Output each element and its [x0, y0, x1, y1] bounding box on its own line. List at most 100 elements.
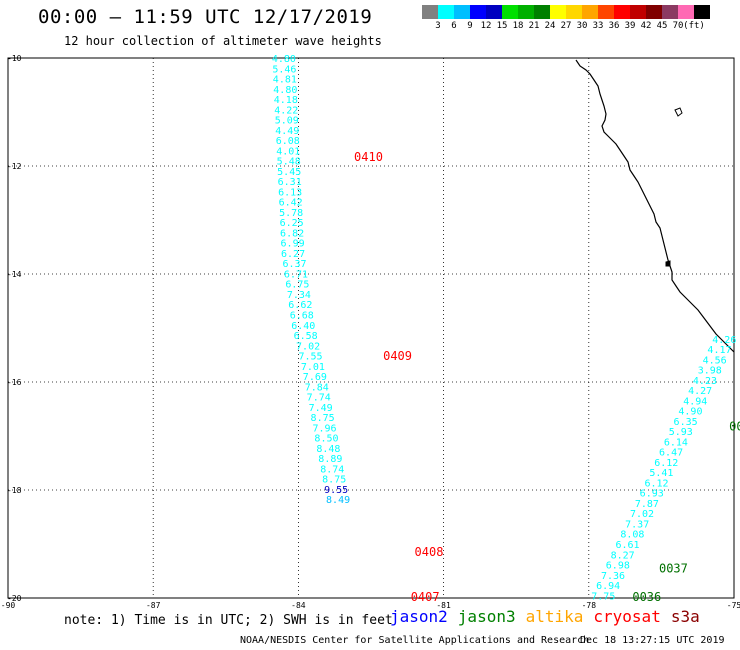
pass-time-label: 0410 [354, 150, 383, 164]
color-scale-label: 15 [496, 21, 508, 31]
wave-height-value: 7.75 [591, 591, 615, 602]
color-scale-label: 27 [560, 21, 572, 31]
color-swatch [454, 5, 470, 19]
legend-item-cryosat: cryosat [593, 607, 661, 626]
color-scale-label: 9 [467, 21, 473, 31]
wave-height-value: 4.81 [273, 75, 297, 86]
lat-tick-label: -20 [7, 594, 22, 603]
wave-height-value: 7.55 [298, 352, 322, 363]
pass-time-label: 0407 [411, 590, 440, 604]
wave-height-value: 7.87 [635, 499, 659, 510]
legend-item-jason3: jason3 [457, 607, 516, 626]
wave-height-value: 8.89 [318, 454, 342, 465]
wave-height-value: 6.40 [291, 321, 315, 332]
wave-height-value: 5.78 [279, 208, 303, 219]
wave-height-value: 6.58 [294, 331, 318, 342]
wave-height-value: 4.22 [274, 105, 298, 116]
wave-height-value: 6.99 [281, 239, 305, 250]
wave-height-value: 4.17 [707, 345, 731, 356]
pass-time-label: 0036 [729, 419, 740, 433]
color-swatch [630, 5, 646, 19]
south-america-coastline [575, 59, 735, 353]
wave-height-value: 6.37 [282, 259, 306, 270]
wave-height-value: 7.96 [312, 423, 336, 434]
wave-height-value: 7.36 [601, 571, 625, 582]
wave-height-value: 4.56 [703, 355, 727, 366]
color-swatch [598, 5, 614, 19]
color-scale-bar [422, 5, 710, 19]
lat-tick-label: -14 [7, 270, 22, 279]
color-scale-label: 30 [576, 21, 588, 31]
color-swatch [566, 5, 582, 19]
color-scale-label: 42 [640, 21, 652, 31]
note-text: note: 1) Time is in UTC; 2) SWH is in fe… [64, 613, 393, 628]
satellite-tracks: 4.805.464.814.804.184.225.094.496.084.01… [272, 54, 737, 602]
footer-credit: NOAA/NESDIS Center for Satellite Applica… [240, 635, 590, 646]
wave-height-value: 7.02 [296, 341, 320, 352]
color-swatch [646, 5, 662, 19]
wave-height-value: 6.12 [654, 458, 678, 469]
wave-height-value: 6.75 [285, 280, 309, 291]
satellite-legend: jason2 jason3 altika cryosat s3a [390, 607, 710, 626]
color-swatch [470, 5, 486, 19]
wave-height-value: 7.84 [305, 382, 329, 393]
map-axes: -90 -87 -84 -81 -78 -75 -10 -12 -14 -16 -18 -20 [1, 54, 740, 610]
lat-tick-label: -12 [7, 162, 22, 171]
wave-height-value: 6.68 [290, 311, 314, 322]
lon-tick-label: -84 [291, 601, 306, 610]
island-outline [674, 107, 683, 117]
wave-height-value: 4.90 [678, 407, 702, 418]
color-swatch [486, 5, 502, 19]
wave-height-value: 7.69 [303, 372, 327, 383]
island-outline [665, 260, 671, 267]
color-swatch [662, 5, 678, 19]
wave-height-value: 6.27 [281, 249, 305, 260]
wave-height-value: 6.12 [645, 478, 669, 489]
color-scale-label: 3 [435, 21, 441, 31]
color-scale-label: 70 [672, 21, 684, 31]
wave-height-value: 8.08 [620, 530, 644, 541]
wave-height-value: 6.93 [640, 489, 664, 500]
color-scale-label: 24 [544, 21, 556, 31]
wave-height-value: 8.75 [322, 475, 346, 486]
wave-height-value: 4.80 [273, 85, 297, 96]
wave-height-value: 6.82 [280, 228, 304, 239]
wave-height-value: 8.48 [316, 444, 340, 455]
wave-height-value: 7.34 [287, 290, 311, 301]
wave-height-value: 4.94 [683, 396, 707, 407]
color-scale-label: 18 [512, 21, 524, 31]
wave-height-value: 4.18 [274, 95, 298, 106]
wave-height-value: 7.01 [301, 362, 325, 373]
legend-item-altika: altika [525, 607, 584, 626]
color-swatch [438, 5, 454, 19]
color-swatch [678, 5, 694, 19]
lon-tick-label: -87 [146, 601, 161, 610]
wave-height-value: 6.47 [659, 448, 683, 459]
wave-height-value: 4.27 [688, 386, 712, 397]
wave-height-value: 8.50 [314, 434, 338, 445]
wave-height-value: 6.35 [674, 417, 698, 428]
page-subtitle: 12 hour collection of altimeter wave hei… [64, 34, 382, 48]
wave-height-value: 7.74 [307, 393, 331, 404]
wave-height-value: 4.49 [275, 126, 299, 137]
color-swatch [518, 5, 534, 19]
color-scale-label: (ft) [683, 21, 705, 31]
wave-height-value: 6.94 [596, 581, 620, 592]
legend-item-s3a: s3a [670, 607, 700, 626]
lon-tick-label: -75 [727, 601, 740, 610]
wave-height-value: 6.62 [288, 300, 312, 311]
wave-height-value: 6.42 [279, 198, 303, 209]
wave-height-value: 5.45 [277, 167, 301, 178]
color-scale-label: 39 [624, 21, 636, 31]
wave-height-value: 6.14 [664, 437, 688, 448]
color-swatch [502, 5, 518, 19]
wave-height-value: 6.13 [278, 187, 302, 198]
wave-height-value: 4.23 [693, 376, 717, 387]
wave-height-value: 5.93 [669, 427, 693, 438]
pass-time-label: 0408 [415, 545, 444, 559]
wave-height-value: 9.55 [324, 485, 348, 496]
wave-height-value: 4.80 [272, 54, 296, 65]
wave-height-value: 8.74 [320, 464, 344, 475]
lat-tick-label: -18 [7, 486, 22, 495]
